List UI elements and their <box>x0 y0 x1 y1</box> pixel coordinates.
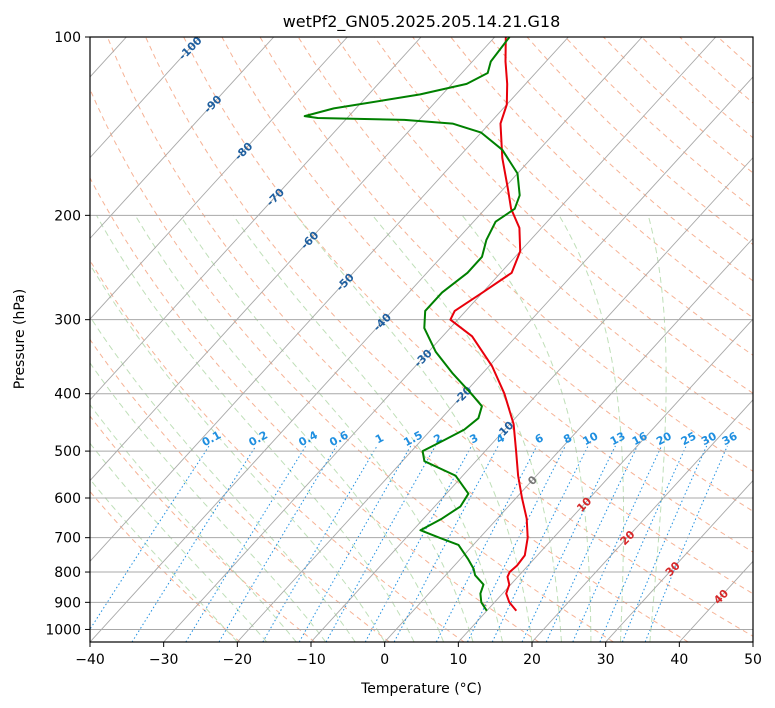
dry-adiabat <box>450 37 753 319</box>
x-tick-label: −30 <box>149 652 179 668</box>
mixing-ratio-label: 30 <box>699 429 719 448</box>
mixing-ratio-line <box>131 445 257 642</box>
mixing-ratio-line <box>599 445 687 642</box>
dry-adiabat <box>335 37 753 433</box>
dry-adiabat <box>183 37 753 595</box>
y-tick-label: 300 <box>54 313 81 329</box>
mixing-ratio-line <box>467 445 566 642</box>
dry-adiabat <box>90 176 540 642</box>
isotherm-line <box>90 37 275 240</box>
mixing-ratio-line <box>621 445 708 642</box>
y-tick-label: 800 <box>54 565 81 581</box>
dry-adiabat <box>90 88 614 642</box>
dewpoint-trace <box>303 37 521 612</box>
y-tick-label: 1000 <box>45 622 81 638</box>
plot-frame <box>89 36 754 643</box>
moist-adiabat <box>90 478 238 642</box>
isotherm-line <box>90 37 569 562</box>
x-tick-label: 10 <box>449 652 467 668</box>
isotherm-line <box>310 156 753 642</box>
moist-adiabat <box>90 263 386 642</box>
y-axis: 100 200 300 400 500 600 700 800 900 1000 <box>45 30 90 638</box>
x-axis: −40 −30 −20 −10 0 10 20 30 40 50 <box>75 642 762 668</box>
dry-adiabat <box>756 37 775 642</box>
isotherm-line <box>458 318 753 642</box>
x-tick-label: 50 <box>744 652 762 668</box>
mixing-ratio-label: 16 <box>630 429 650 448</box>
moist-adiabat <box>90 442 268 642</box>
mixing-ratio-line <box>262 445 378 642</box>
y-tick-label: 700 <box>54 531 81 547</box>
y-tick-label: 600 <box>54 491 81 507</box>
mixing-ratio-label: 10 <box>581 429 601 448</box>
y-tick-label: 400 <box>54 387 81 403</box>
isotherm-line <box>90 37 496 482</box>
mixing-ratio-line <box>90 445 210 631</box>
isotherm-line <box>752 641 753 642</box>
mixing-ratio-line <box>185 445 307 642</box>
isotherm-line <box>90 37 422 401</box>
mixing-ratio-label: 25 <box>679 429 699 448</box>
mixing-ratio-label: 13 <box>608 429 628 448</box>
x-tick-label: −20 <box>223 652 253 668</box>
dry-adiabat <box>90 338 390 642</box>
isotherm-line <box>90 37 643 642</box>
y-tick-label: 200 <box>54 208 81 224</box>
moist-adiabat <box>372 214 562 642</box>
x-tick-label: 40 <box>670 652 688 668</box>
pressure-gridlines <box>90 37 753 630</box>
x-tick-label: −10 <box>296 652 326 668</box>
x-tick-label: −40 <box>75 652 105 668</box>
dry-adiabat <box>90 415 316 642</box>
moist-adiabat <box>134 215 445 642</box>
isotherm-line <box>605 479 753 642</box>
isotherm-line <box>237 76 753 642</box>
temperature-trace <box>449 37 529 612</box>
y-tick-label: 100 <box>54 30 81 46</box>
plot-background <box>90 37 753 642</box>
moist-adiabat <box>461 214 592 642</box>
mixing-ratio-line <box>435 445 538 642</box>
mixing-ratio-line <box>491 445 589 642</box>
x-axis-label: Temperature (°C) <box>360 681 482 697</box>
mixing-ratio-line <box>325 445 436 642</box>
dry-adiabat <box>90 259 465 642</box>
moist-adiabat <box>647 215 667 642</box>
isotherm-line <box>163 37 717 642</box>
moist-adiabat <box>90 315 356 642</box>
isotherm-line <box>90 37 201 159</box>
y-axis-label: Pressure (hPa) <box>12 289 28 389</box>
chart-title: wetPf2_GN05.2025.205.14.21.G18 <box>283 12 561 32</box>
mixing-ratio-line <box>218 445 338 642</box>
moist-adiabat <box>558 215 625 642</box>
x-tick-label: 20 <box>523 652 541 668</box>
isotherm-line <box>384 237 753 642</box>
sounding-traces <box>303 37 529 612</box>
moist-adiabat <box>96 215 415 642</box>
dry-adiabat <box>412 37 753 356</box>
y-tick-label: 500 <box>54 444 81 460</box>
mixing-ratio-label: 20 <box>654 429 674 448</box>
mixing-ratio-label: 36 <box>720 429 740 448</box>
x-tick-label: 30 <box>597 652 615 668</box>
isotherm-line <box>90 37 348 320</box>
x-tick-label: 0 <box>380 652 389 668</box>
dry-adiabat <box>297 37 753 472</box>
y-tick-label: 900 <box>54 595 81 611</box>
isotherm-line <box>531 399 753 642</box>
